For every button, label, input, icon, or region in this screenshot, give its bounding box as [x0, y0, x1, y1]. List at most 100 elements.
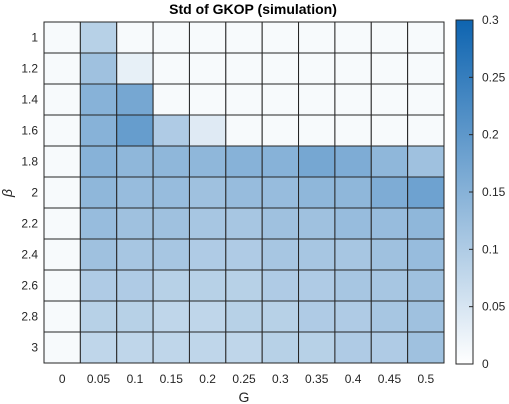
heatmap-cell: [188, 52, 227, 85]
colorbar-tick-label: 0.25: [482, 70, 506, 84]
heatmap-cell: [152, 176, 190, 209]
heatmap-cell: [188, 21, 227, 54]
x-tick-label: 0.1: [127, 372, 144, 386]
heatmap-cell: [116, 269, 154, 302]
heatmap-cell: [116, 207, 154, 240]
colorbar-tick-label: 0: [482, 357, 489, 371]
heatmap-cell: [334, 145, 372, 178]
heatmap-cell: [334, 21, 372, 54]
heatmap-cell: [79, 176, 118, 209]
heatmap-cell: [225, 145, 263, 178]
heatmap-cell: [43, 331, 81, 364]
x-tick-label: 0.15: [160, 372, 184, 386]
heatmap-cell: [116, 83, 154, 116]
heatmap-cell: [43, 52, 81, 85]
heatmap-cell: [407, 300, 445, 333]
heatmap-cell: [225, 83, 263, 116]
heatmap-cell: [370, 52, 409, 85]
heatmap-cell: [407, 21, 445, 54]
heatmap-cell: [334, 83, 372, 116]
heatmap-cell: [43, 83, 81, 116]
heatmap-cell: [116, 21, 154, 54]
heatmap-cell: [152, 21, 190, 54]
y-tick-label: 1: [31, 31, 38, 45]
y-tick-label: 2.4: [21, 248, 38, 262]
colorbar-tick-labels: 0 0.05 0.1 0.15 0.2 0.25 0.3: [469, 13, 506, 371]
heatmap-cell: [152, 114, 190, 147]
heatmap-cell: [261, 52, 300, 85]
heatmap-cells: [43, 21, 445, 364]
heatmap-cell: [188, 300, 227, 333]
heatmap-cell: [370, 83, 409, 116]
heatmap-cell: [116, 331, 154, 364]
x-tick-label: 0.4: [345, 372, 362, 386]
heatmap-cell: [152, 83, 190, 116]
heatmap-cell: [116, 300, 154, 333]
x-tick-label: 0.2: [199, 372, 216, 386]
heatmap-cell: [407, 238, 445, 271]
heatmap-cell: [188, 269, 227, 302]
heatmap-cell: [79, 114, 118, 147]
heatmap-cell: [43, 176, 81, 209]
heatmap-cell: [407, 207, 445, 240]
heatmap-cell: [334, 238, 372, 271]
x-tick-label: 0.3: [272, 372, 289, 386]
heatmap-cell: [116, 114, 154, 147]
heatmap-cell: [43, 300, 81, 333]
heatmap-cell: [261, 331, 300, 364]
heatmap-cell: [370, 114, 409, 147]
heatmap-cell: [298, 176, 336, 209]
heatmap-cell: [334, 331, 372, 364]
heatmap-cell: [407, 331, 445, 364]
heatmap-cell: [261, 83, 300, 116]
y-tick-label: 2.2: [21, 217, 38, 231]
heatmap-cell: [370, 176, 409, 209]
heatmap-cell: [298, 52, 336, 85]
heatmap-cell: [334, 52, 372, 85]
heatmap-cell: [225, 176, 263, 209]
colorbar-tick-label: 0.2: [482, 128, 499, 142]
y-tick-label: 1.4: [21, 93, 38, 107]
heatmap-cell: [116, 145, 154, 178]
heatmap-cell: [188, 238, 227, 271]
heatmap-cell: [152, 269, 190, 302]
heatmap-cell: [334, 207, 372, 240]
heatmap-cell: [152, 52, 190, 85]
x-axis-label: G: [239, 389, 250, 404]
heatmap-cell: [334, 114, 372, 147]
heatmap-cell: [225, 269, 263, 302]
heatmap-cell: [370, 21, 409, 54]
x-tick-label: 0.45: [378, 372, 402, 386]
heatmap-cell: [225, 52, 263, 85]
heatmap-cell: [188, 83, 227, 116]
heatmap-cell: [152, 331, 190, 364]
heatmap-cell: [298, 300, 336, 333]
y-tick-label: 1.8: [21, 155, 38, 169]
heatmap-cell: [79, 300, 118, 333]
x-tick-label: 0: [59, 372, 66, 386]
heatmap-cell: [225, 114, 263, 147]
heatmap-cell: [79, 207, 118, 240]
heatmap-cell: [188, 114, 227, 147]
colorbar-tick-label: 0.15: [482, 185, 506, 199]
heatmap-cell: [370, 269, 409, 302]
heatmap-cell: [43, 238, 81, 271]
heatmap-cell: [43, 114, 81, 147]
heatmap-cell: [116, 238, 154, 271]
heatmap-cell: [188, 176, 227, 209]
chart-title: Std of GKOP (simulation): [169, 1, 337, 17]
y-tick-label: 1.2: [21, 62, 38, 76]
heatmap-cell: [261, 269, 300, 302]
heatmap-cell: [225, 207, 263, 240]
y-tick-labels: 1 1.2 1.4 1.6 1.8 2 2.2 2.4 2.6 2.8 3: [21, 31, 38, 355]
heatmap-cell: [225, 238, 263, 271]
colorbar-tick-label: 0.3: [482, 13, 499, 27]
heatmap-cell: [298, 145, 336, 178]
heatmap-cell: [43, 145, 81, 178]
heatmap-cell: [261, 176, 300, 209]
y-tick-label: 3: [31, 341, 38, 355]
y-tick-label: 2.8: [21, 310, 38, 324]
heatmap-cell: [370, 300, 409, 333]
heatmap-cell: [116, 176, 154, 209]
heatmap-cell: [188, 145, 227, 178]
